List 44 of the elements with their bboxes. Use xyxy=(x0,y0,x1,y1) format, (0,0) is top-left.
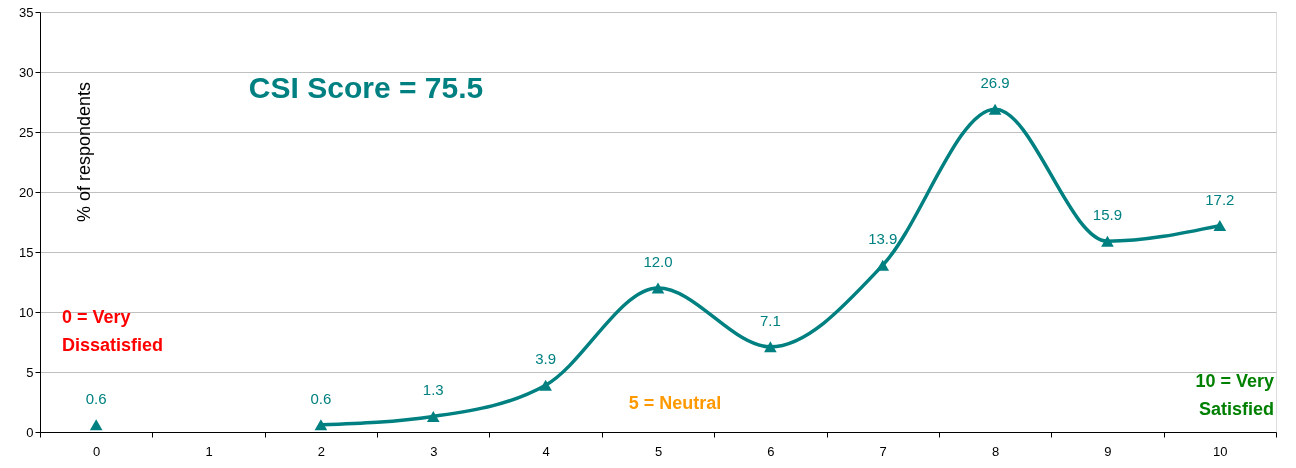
annotation: 10 = Very Satisfied xyxy=(1195,371,1274,419)
point xyxy=(1213,220,1227,232)
x-tick-label: 6 xyxy=(767,443,775,459)
x-tick-label: 1 xyxy=(205,443,213,459)
point xyxy=(426,410,440,422)
y-tick-label: 20 xyxy=(19,184,34,200)
x-tick-label: 4 xyxy=(542,443,550,459)
x-tick-label: 3 xyxy=(430,443,438,459)
y-tick-label: 0 xyxy=(26,424,34,440)
point xyxy=(314,419,328,431)
y-tick-label: 25 xyxy=(19,124,34,140)
x-tick-label: 8 xyxy=(991,443,1000,459)
x-tick-label: 10 xyxy=(1213,443,1228,459)
point xyxy=(988,103,1002,115)
data-label: 15.9 xyxy=(1092,206,1123,224)
data-label: 17.2 xyxy=(1205,190,1235,208)
point xyxy=(764,341,777,353)
data-label: 12.0 xyxy=(643,253,673,270)
annotation: 0 = Very Dissatisfied xyxy=(62,307,164,355)
y-tick-label: 15 xyxy=(19,244,34,260)
point xyxy=(876,259,890,271)
y-tick-label: 30 xyxy=(19,64,34,80)
data-label: 0.6 xyxy=(85,389,107,407)
x-tick-label: 9 xyxy=(1104,443,1112,459)
point xyxy=(89,419,103,431)
data-label: 13.9 xyxy=(868,230,898,248)
y-axis-title: % of respondents xyxy=(74,81,94,223)
point xyxy=(539,379,552,391)
data-label: 0.6 xyxy=(310,389,332,407)
x-tick-label: 7 xyxy=(879,443,887,459)
point xyxy=(1101,235,1114,247)
point xyxy=(651,282,665,294)
annotation: CSI Score = 75.5 xyxy=(248,71,484,104)
data-label: 3.9 xyxy=(535,350,557,368)
data-label: 7.1 xyxy=(759,311,781,329)
x-tick-label: 0 xyxy=(93,443,101,459)
annotation: 5 = Neutral xyxy=(628,393,722,413)
x-tick-label: 5 xyxy=(654,443,663,459)
x-tick-label: 2 xyxy=(317,443,326,459)
y-tick-label: 5 xyxy=(26,364,34,380)
y-tick-label: 10 xyxy=(19,304,34,320)
data-label: 1.3 xyxy=(422,381,444,399)
data-label: 26.9 xyxy=(980,74,1010,92)
y-tick-label: 35 xyxy=(19,4,34,20)
